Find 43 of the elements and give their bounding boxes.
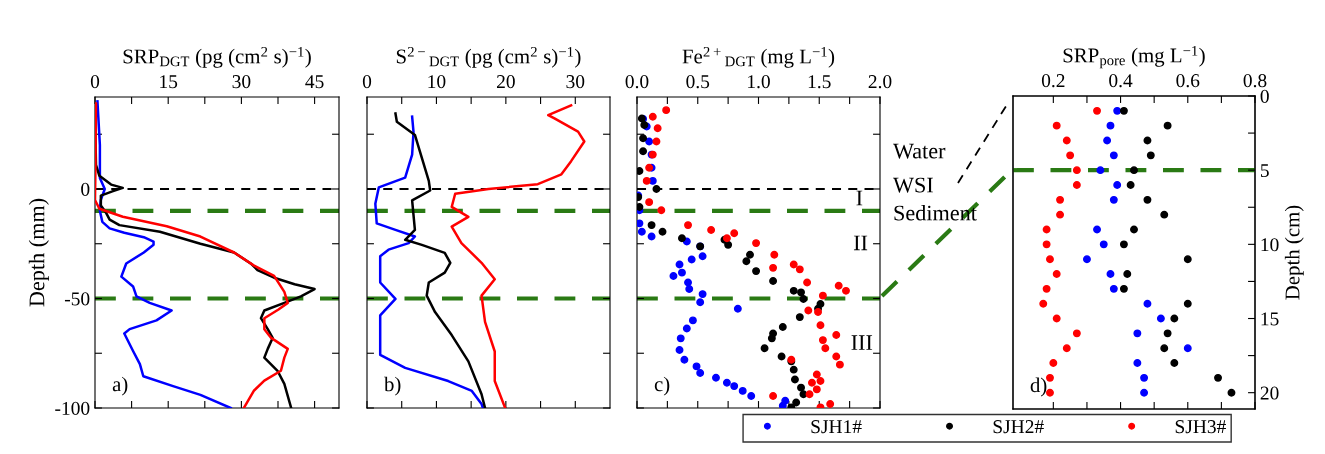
text: WSI: [893, 177, 933, 193]
legend-label: SJH2#: [993, 420, 1044, 434]
x-tick-label: 20: [496, 75, 515, 89]
x-tick-label: 10: [428, 75, 446, 89]
annotation: c): [654, 376, 670, 396]
y2-axis-title: Depth (cm): [1284, 205, 1304, 300]
y2-tick-label: 0: [1260, 89, 1269, 103]
annotation: I: [856, 190, 863, 206]
y-tick-label: 0: [81, 182, 90, 196]
x-tick-label: 0.0: [625, 75, 649, 89]
x-axis-title: SRP$_{DGT}$ (pg (cm$^{2}$ s)$^{−1}$): [123, 46, 311, 68]
y2-tick-label: 15: [1261, 312, 1279, 326]
annotation: a): [112, 376, 128, 396]
x-axis-title: SRP$_{pore}$ (mg L$^{−1}$): [1063, 45, 1205, 69]
y2-tick-label: 10: [1261, 238, 1279, 252]
legend-label: SJH1#: [811, 420, 862, 434]
x-tick-label: 0.8: [1243, 74, 1267, 88]
annotation: III: [851, 335, 873, 350]
text: Water: [893, 143, 946, 159]
x-tick-label: 1.5: [808, 75, 831, 89]
x-tick-label: 30: [232, 75, 251, 89]
x-tick-label: 45: [305, 75, 324, 89]
annotation: b): [384, 376, 401, 396]
y-tick-label: -50: [64, 292, 90, 306]
x-tick-label: 0.6: [1176, 74, 1200, 88]
y-tick-label: -100: [55, 401, 90, 415]
y2-tick-label: 20: [1260, 386, 1279, 400]
y2-tick-label: 5: [1260, 164, 1269, 178]
x-tick-label: 30: [566, 75, 585, 89]
x-axis-title: S$^{2−}$$_{DGT}$ (pg (cm$^{2}$ s)$^{−1}$): [396, 46, 581, 68]
x-tick-label: 1.0: [748, 75, 770, 89]
x-tick-label: 0.4: [1109, 74, 1133, 88]
x-tick-label: 0: [90, 75, 100, 89]
x-tick-label: 0: [362, 75, 372, 89]
x-tick-label: 0.5: [686, 75, 710, 89]
annotation: II: [853, 235, 868, 251]
annotation: d): [1030, 377, 1047, 397]
x-axis-title: Fe$^{2+}$$_{DGT}$ (mg L$^{−1}$): [682, 46, 835, 68]
x-tick-label: 2.0: [868, 75, 892, 89]
x-tick-label: 15: [160, 75, 178, 89]
x-tick-label: 0.2: [1041, 74, 1065, 88]
legend-label: SJH3#: [1175, 420, 1226, 434]
y-axis-title: Depth (mm): [28, 198, 49, 307]
